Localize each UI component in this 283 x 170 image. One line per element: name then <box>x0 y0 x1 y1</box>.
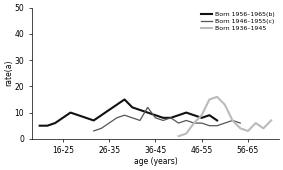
Born 1946–1955(c) <box>123 114 126 116</box>
Born 1946–1955(c) <box>185 120 188 122</box>
Born 1956–1965(b) <box>100 114 103 116</box>
Born 1946–1955(c) <box>169 117 173 119</box>
Born 1956–1965(b) <box>61 117 65 119</box>
Born 1946–1955(c) <box>154 117 157 119</box>
Born 1956–1965(b) <box>138 109 142 111</box>
Born 1956–1965(b) <box>185 112 188 114</box>
Born 1956–1965(b) <box>130 106 134 108</box>
X-axis label: age (years): age (years) <box>134 157 177 166</box>
Born 1956–1965(b) <box>115 104 119 106</box>
Born 1946–1955(c) <box>192 122 196 124</box>
Legend: Born 1956–1965(b), Born 1946–1955(c), Born 1936–1945: Born 1956–1965(b), Born 1946–1955(c), Bo… <box>200 11 276 32</box>
Born 1956–1965(b) <box>84 117 88 119</box>
Line: Born 1956–1965(b): Born 1956–1965(b) <box>40 99 217 126</box>
Born 1936–1945 <box>177 135 180 137</box>
Born 1946–1955(c) <box>161 120 165 122</box>
Born 1946–1955(c) <box>92 130 95 132</box>
Born 1956–1965(b) <box>46 125 49 127</box>
Born 1946–1955(c) <box>138 120 142 122</box>
Born 1936–1945 <box>262 127 265 129</box>
Born 1956–1965(b) <box>177 114 180 116</box>
Born 1946–1955(c) <box>223 122 226 124</box>
Born 1936–1945 <box>231 120 234 122</box>
Born 1936–1945 <box>223 104 226 106</box>
Born 1946–1955(c) <box>208 125 211 127</box>
Born 1956–1965(b) <box>200 117 203 119</box>
Born 1956–1965(b) <box>192 114 196 116</box>
Born 1946–1955(c) <box>108 122 111 124</box>
Born 1956–1965(b) <box>92 120 95 122</box>
Born 1936–1945 <box>269 120 273 122</box>
Born 1956–1965(b) <box>161 117 165 119</box>
Born 1936–1945 <box>192 122 196 124</box>
Born 1936–1945 <box>215 96 219 98</box>
Born 1956–1965(b) <box>108 109 111 111</box>
Born 1946–1955(c) <box>177 122 180 124</box>
Born 1946–1955(c) <box>200 122 203 124</box>
Born 1956–1965(b) <box>215 120 219 122</box>
Born 1936–1945 <box>185 133 188 135</box>
Born 1956–1965(b) <box>53 122 57 124</box>
Born 1946–1955(c) <box>100 127 103 129</box>
Born 1946–1955(c) <box>146 106 149 108</box>
Born 1946–1955(c) <box>215 125 219 127</box>
Born 1936–1945 <box>239 127 242 129</box>
Line: Born 1936–1945: Born 1936–1945 <box>179 97 271 136</box>
Born 1936–1945 <box>254 122 257 124</box>
Born 1956–1965(b) <box>76 114 80 116</box>
Born 1946–1955(c) <box>130 117 134 119</box>
Line: Born 1946–1955(c): Born 1946–1955(c) <box>94 107 240 131</box>
Born 1956–1965(b) <box>38 125 41 127</box>
Born 1936–1945 <box>246 130 250 132</box>
Born 1956–1965(b) <box>123 98 126 100</box>
Born 1936–1945 <box>208 98 211 100</box>
Born 1946–1955(c) <box>239 122 242 124</box>
Born 1946–1955(c) <box>231 120 234 122</box>
Y-axis label: rate(a): rate(a) <box>4 60 13 87</box>
Born 1956–1965(b) <box>69 112 72 114</box>
Born 1946–1955(c) <box>115 117 119 119</box>
Born 1936–1945 <box>200 114 203 116</box>
Born 1956–1965(b) <box>154 114 157 116</box>
Born 1956–1965(b) <box>169 117 173 119</box>
Born 1956–1965(b) <box>146 112 149 114</box>
Born 1956–1965(b) <box>208 114 211 116</box>
